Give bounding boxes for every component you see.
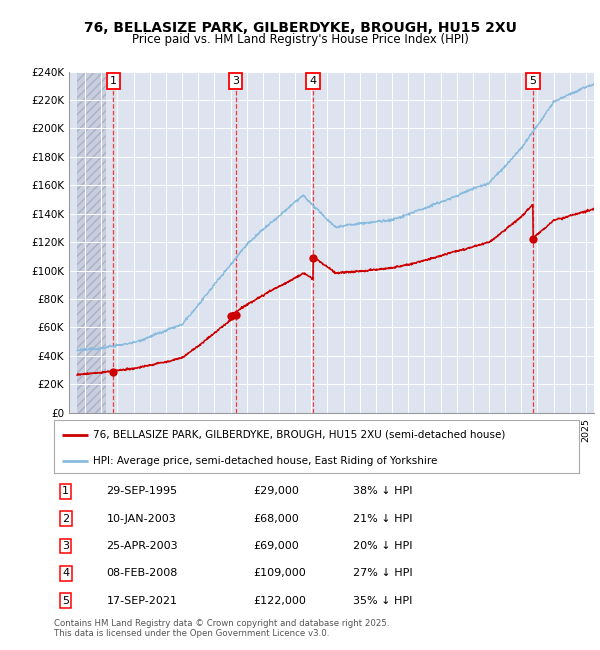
Text: 4: 4	[310, 76, 316, 86]
Text: £69,000: £69,000	[254, 541, 299, 551]
Text: 76, BELLASIZE PARK, GILBERDYKE, BROUGH, HU15 2XU: 76, BELLASIZE PARK, GILBERDYKE, BROUGH, …	[83, 21, 517, 35]
Text: 27% ↓ HPI: 27% ↓ HPI	[353, 568, 413, 578]
Text: 38% ↓ HPI: 38% ↓ HPI	[353, 486, 413, 497]
Text: 3: 3	[62, 541, 69, 551]
Text: 1: 1	[110, 76, 117, 86]
Text: 76, BELLASIZE PARK, GILBERDYKE, BROUGH, HU15 2XU (semi-detached house): 76, BELLASIZE PARK, GILBERDYKE, BROUGH, …	[94, 430, 506, 440]
Text: 5: 5	[62, 595, 69, 606]
Text: £68,000: £68,000	[254, 514, 299, 524]
Text: 4: 4	[62, 568, 69, 578]
Text: 3: 3	[232, 76, 239, 86]
Text: 5: 5	[529, 76, 536, 86]
Text: £122,000: £122,000	[254, 595, 307, 606]
Text: 29-SEP-1995: 29-SEP-1995	[107, 486, 178, 497]
Bar	[77, 72, 106, 413]
Text: 25-APR-2003: 25-APR-2003	[107, 541, 178, 551]
Text: Price paid vs. HM Land Registry's House Price Index (HPI): Price paid vs. HM Land Registry's House …	[131, 32, 469, 46]
Text: 35% ↓ HPI: 35% ↓ HPI	[353, 595, 413, 606]
Text: 21% ↓ HPI: 21% ↓ HPI	[353, 514, 413, 524]
Text: 20% ↓ HPI: 20% ↓ HPI	[353, 541, 413, 551]
Text: £29,000: £29,000	[254, 486, 299, 497]
Text: HPI: Average price, semi-detached house, East Riding of Yorkshire: HPI: Average price, semi-detached house,…	[94, 456, 438, 467]
Text: £109,000: £109,000	[254, 568, 306, 578]
Text: Contains HM Land Registry data © Crown copyright and database right 2025.
This d: Contains HM Land Registry data © Crown c…	[54, 619, 389, 638]
Text: 17-SEP-2021: 17-SEP-2021	[107, 595, 178, 606]
Text: 08-FEB-2008: 08-FEB-2008	[107, 568, 178, 578]
Text: 10-JAN-2003: 10-JAN-2003	[107, 514, 176, 524]
Text: 1: 1	[62, 486, 69, 497]
Text: 2: 2	[62, 514, 69, 524]
